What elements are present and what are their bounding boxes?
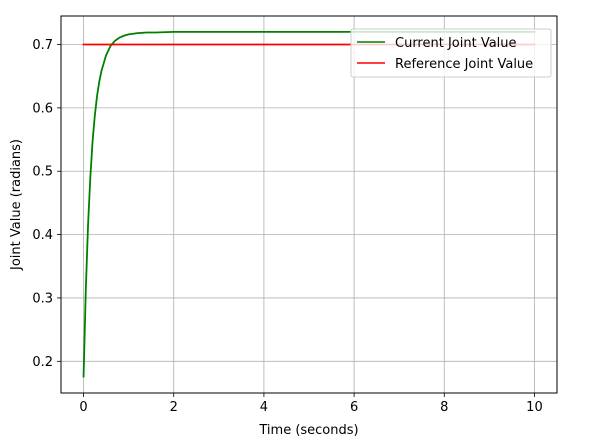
y-tick-label: 0.2: [32, 355, 53, 370]
legend-box: [350, 28, 552, 78]
x-tick-label: 2: [170, 400, 178, 415]
series-line-current-joint-value: [82, 30, 536, 378]
x-tick-label: 0: [79, 400, 87, 415]
y-tick-label: 0.6: [32, 101, 53, 116]
y-tick-label: 0.5: [32, 165, 53, 180]
x-tick-label: 6: [350, 400, 358, 415]
x-axis-label: Time (seconds): [258, 423, 358, 438]
plot-area-background: [61, 16, 557, 393]
y-tick-label: 0.3: [32, 291, 53, 306]
legend: Current Joint Value Reference Joint Valu…: [350, 28, 552, 78]
legend-label-current: Current Joint Value: [395, 36, 517, 51]
plot-frame: [60, 15, 558, 394]
x-tick-label: 8: [440, 400, 448, 415]
y-axis-label: Joint Value (radians): [9, 139, 24, 271]
y-tick-label: 0.4: [32, 228, 53, 243]
x-tick-label: 10: [526, 400, 543, 415]
x-tick-label: 4: [260, 400, 268, 415]
y-tick-label: 0.7: [32, 38, 53, 53]
axis-ticks: 0 2 4 6 8 10 0.2 0.3 0.4 0.5 0.6 0.7: [32, 38, 542, 415]
legend-label-reference: Reference Joint Value: [395, 57, 533, 72]
